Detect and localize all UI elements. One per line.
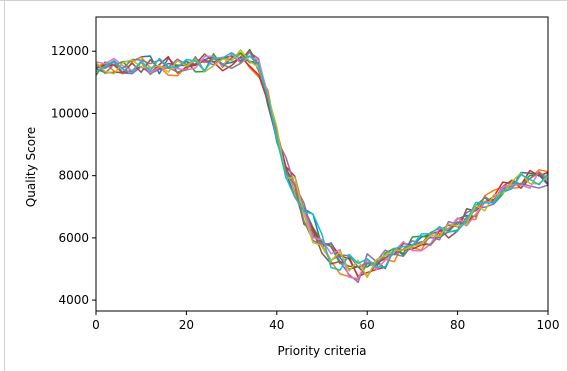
y-tick-label: 6000 — [58, 231, 89, 245]
figure-border-top — [0, 0, 568, 1]
x-tick-label: 20 — [179, 318, 194, 332]
figure-border-left — [4, 0, 5, 371]
series-layer — [96, 48, 548, 284]
x-tick-label: 60 — [360, 318, 375, 332]
axes-layer: 0 20 40 60 80 100 4000 6000 8000 10000 12000 — [51, 16, 560, 332]
x-tick-label: 100 — [537, 318, 560, 332]
series-line-9 — [96, 49, 548, 279]
y-tick-label: 12000 — [51, 44, 89, 58]
y-axis-label: Quality Score — [24, 127, 38, 207]
x-tick-label: 80 — [450, 318, 465, 332]
y-tick-label: 4000 — [58, 293, 89, 307]
x-axis-label: Priority criteria — [277, 344, 366, 358]
y-tick-label: 8000 — [58, 169, 89, 183]
series-line-10 — [96, 51, 548, 271]
plot-frame — [95, 16, 549, 312]
x-tick-label: 40 — [269, 318, 284, 332]
x-tick-label: 0 — [92, 318, 100, 332]
y-tick-label: 10000 — [51, 106, 89, 120]
